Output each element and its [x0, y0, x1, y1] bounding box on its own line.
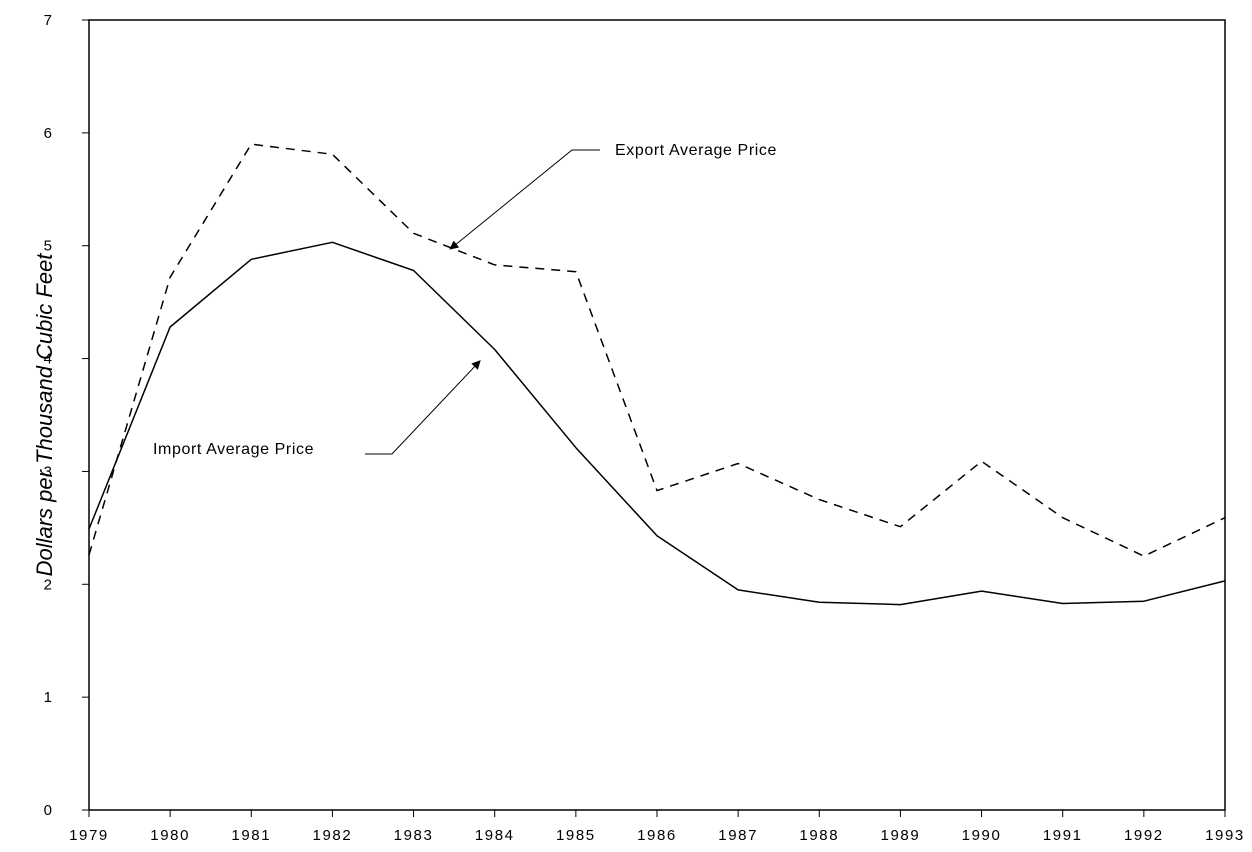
x-tick-label: 1981	[231, 827, 271, 844]
import-annotation-leader	[365, 360, 481, 455]
import-average-price-line	[88, 241, 1226, 606]
x-tick-label: 1980	[150, 827, 190, 844]
x-tick-label: 1984	[475, 827, 515, 844]
y-axis: 0 1 2 3 4 5 6 7	[44, 12, 89, 819]
series-lines	[88, 143, 1226, 606]
y-tick-label: 6	[44, 125, 52, 142]
x-tick-label: 1987	[718, 827, 758, 844]
export-annotation-leader	[449, 149, 600, 250]
x-tick-label: 1989	[881, 827, 921, 844]
export-annotation-label: Export Average Price	[615, 142, 777, 159]
import-annotation-label: Import Average Price	[153, 441, 314, 458]
y-tick-label: 2	[44, 576, 52, 593]
x-tick-label: 1988	[799, 827, 839, 844]
y-tick-label: 4	[44, 351, 52, 368]
y-tick-label: 7	[44, 12, 52, 29]
x-tick-label: 1983	[394, 827, 434, 844]
y-tick-label: 1	[44, 689, 52, 706]
x-axis: 1979 1980 1981 1982 1983 1984 1985 1986 1987 1988…	[69, 810, 1245, 844]
x-tick-label: 1985	[556, 827, 596, 844]
plot-area-border	[88, 19, 1226, 811]
y-axis-title: Dollars per Thousand Cubic Feet	[32, 253, 57, 577]
x-tick-label: 1991	[1043, 827, 1083, 844]
plot-frame	[88, 19, 1226, 811]
y-tick-label: 0	[44, 802, 52, 819]
x-tick-label: 1992	[1124, 827, 1164, 844]
y-tick-label: 5	[44, 238, 52, 255]
x-tick-label: 1979	[69, 827, 109, 844]
y-tick-label: 3	[44, 463, 52, 480]
x-tick-label: 1982	[313, 827, 353, 844]
x-tick-label: 1986	[637, 827, 677, 844]
x-tick-label: 1993	[1205, 827, 1245, 844]
export-average-price-line	[88, 143, 1226, 557]
annotations: Export Average Price Import Average Pric…	[153, 142, 777, 458]
x-tick-label: 1990	[962, 827, 1002, 844]
